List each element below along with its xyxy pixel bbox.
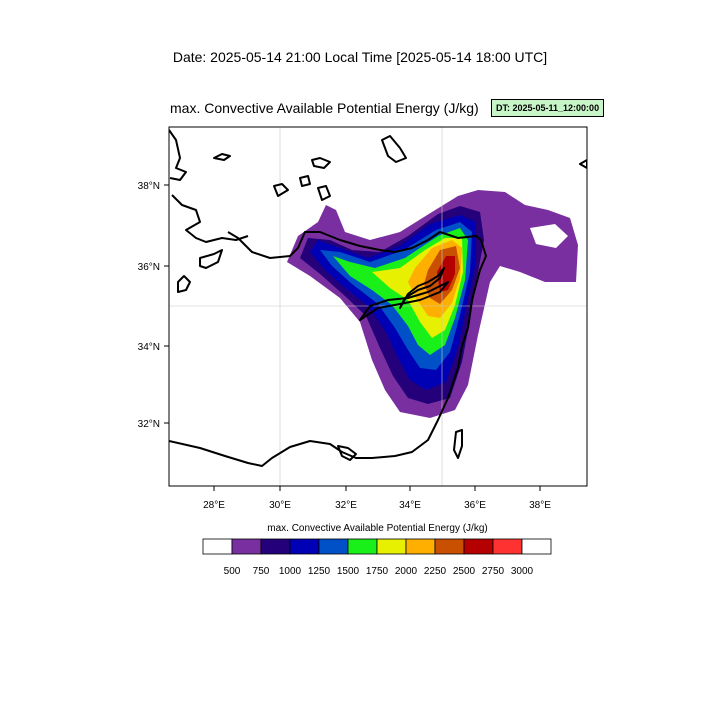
coast-crete-like <box>199 249 223 269</box>
coast-levant <box>227 231 487 329</box>
colorbar-level-label: 1750 <box>366 566 389 577</box>
colorbar-level-label: 1000 <box>279 566 302 577</box>
gridlines <box>169 127 587 486</box>
coast-cyprus-south <box>359 281 449 321</box>
colorbar-level-label: 1250 <box>308 566 331 577</box>
coast-island-n2 <box>311 157 331 169</box>
colorbar-level-label: 750 <box>253 566 270 577</box>
cape-field <box>287 190 578 418</box>
plot-frame <box>168 126 588 487</box>
colorbar-level-label: 2500 <box>453 566 476 577</box>
coastlines <box>169 129 587 467</box>
x-tick-label: 36°E <box>464 500 486 511</box>
colorbar-level-label: 3000 <box>511 566 534 577</box>
colorbar-swatch <box>492 538 523 555</box>
x-tick-label: 34°E <box>399 500 421 511</box>
x-axis <box>213 486 541 491</box>
coast-island-n6 <box>317 185 331 201</box>
y-tick-label: 36°N <box>138 262 160 273</box>
coast-island-n4 <box>273 183 289 197</box>
x-tick-label: 28°E <box>203 500 225 511</box>
colorbar-swatch <box>463 538 494 555</box>
coast-island-n1 <box>213 153 231 161</box>
date-line: Date: 2025-05-14 21:00 Local Time [2025-… <box>172 49 548 65</box>
colorbar-level-label: 2750 <box>482 566 505 577</box>
colorbar-swatch <box>347 538 378 555</box>
colorbar-level-label: 500 <box>224 566 241 577</box>
coast-cyprus <box>399 267 445 309</box>
coast-rhodes <box>177 275 191 293</box>
colorbar-swatch <box>289 538 320 555</box>
coast-island-n3 <box>381 135 407 163</box>
colorbar-level-label: 1500 <box>337 566 360 577</box>
colorbar-swatch <box>434 538 465 555</box>
colorbar-swatch <box>202 538 233 555</box>
coast-africa <box>169 327 469 467</box>
colorbar-swatch <box>260 538 291 555</box>
cape-2500 <box>437 256 455 292</box>
coast-aegean-1 <box>169 129 187 181</box>
colorbar-title: max. Convective Available Potential Ener… <box>267 523 488 534</box>
dt-badge: DT: 2025-05-11_12:00:00 <box>491 99 605 117</box>
colorbar-swatch <box>521 538 552 555</box>
x-tick-label: 32°E <box>335 500 357 511</box>
coast-nile-delta <box>337 445 357 461</box>
x-tick-label: 30°E <box>269 500 291 511</box>
coast-sinai <box>453 429 463 459</box>
colorbar: 500 750 1000 1250 1500 1750 2000 2250 2500 2750 30… <box>202 538 552 577</box>
x-tick-label: 38°E <box>529 500 551 511</box>
y-tick-label: 38°N <box>138 181 160 192</box>
y-tick-label: 32°N <box>138 419 160 430</box>
colorbar-swatch <box>405 538 436 555</box>
coast-island-e <box>579 159 587 169</box>
cape-hole-east <box>530 224 568 248</box>
y-axis <box>164 184 169 424</box>
map-title: max. Convective Available Potential Ener… <box>170 100 479 116</box>
colorbar-swatch <box>376 538 407 555</box>
colorbar-swatch <box>318 538 349 555</box>
coast-aegean-2 <box>171 194 249 243</box>
colorbar-level-label: 2250 <box>424 566 447 577</box>
y-tick-label: 34°N <box>138 342 160 353</box>
coast-island-n5 <box>299 175 311 187</box>
colorbar-level-label: 2000 <box>395 566 418 577</box>
colorbar-swatch <box>231 538 262 555</box>
